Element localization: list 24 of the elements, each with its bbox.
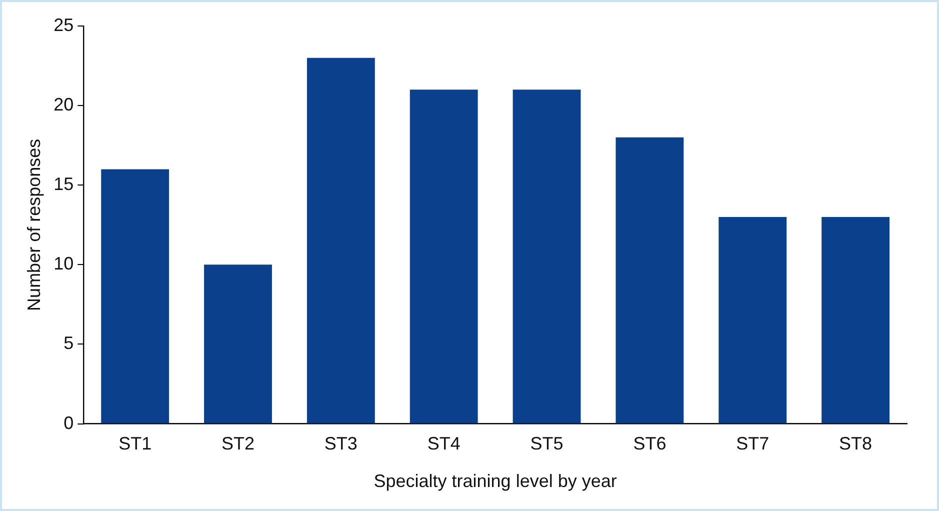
x-tick-label: ST5	[530, 434, 564, 454]
x-tick-label: ST3	[324, 434, 358, 454]
y-tick-label: 20	[54, 94, 74, 115]
x-tick-label: ST7	[736, 434, 770, 454]
x-axis-title: Specialty training level by year	[374, 471, 617, 492]
bar	[718, 216, 787, 424]
x-tick-label: ST8	[839, 434, 872, 454]
y-tick-label: 0	[64, 412, 74, 433]
y-tick-label: 25	[54, 14, 74, 35]
bar	[512, 90, 581, 424]
y-tick-label: 10	[54, 254, 74, 274]
x-tick-label: ST1	[118, 434, 152, 454]
x-tick-label: ST4	[427, 434, 460, 454]
bar	[204, 264, 272, 424]
bar	[306, 58, 375, 424]
x-tick-label: ST6	[633, 434, 666, 454]
bar	[822, 216, 890, 424]
y-tick-label: 15	[54, 174, 74, 194]
x-tick-label: ST2	[221, 434, 255, 454]
bar	[101, 169, 170, 424]
bar	[410, 90, 478, 424]
bar	[616, 137, 684, 424]
y-tick-label: 5	[64, 333, 74, 354]
y-axis-title: Number of responses	[24, 138, 44, 311]
